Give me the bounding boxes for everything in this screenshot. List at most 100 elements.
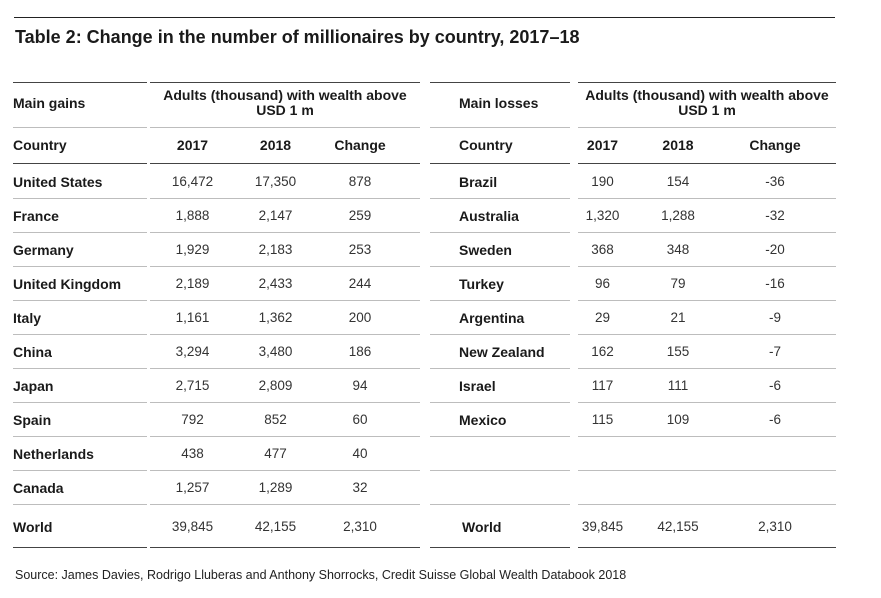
row-divider <box>430 470 570 471</box>
losses-total-value: 2,310 <box>758 519 792 535</box>
gains-row-value: 186 <box>348 344 372 360</box>
gains-row-country: Netherlands <box>13 446 94 462</box>
losses-row-value: 162 <box>591 344 614 360</box>
losses-col-header-2: 2018 <box>662 137 694 153</box>
gains-row-country: United Kingdom <box>13 276 122 292</box>
losses-total-value: 39,845 <box>581 519 624 535</box>
row-divider <box>13 198 147 199</box>
gains-row-value: 244 <box>348 276 372 292</box>
gains-row-value: 3,480 <box>258 344 293 360</box>
gains-col-header-0: Country <box>13 137 67 153</box>
row-divider <box>430 504 570 505</box>
losses-col-header-1: 2017 <box>586 137 619 153</box>
source-note: Source: James Davies, Rodrigo Lluberas a… <box>15 568 627 582</box>
gains-total-value: 42,155 <box>254 519 297 535</box>
gains-total-value: 39,845 <box>171 519 214 535</box>
row-divider <box>150 470 420 471</box>
row-divider <box>13 127 147 128</box>
row-divider <box>430 198 570 199</box>
losses-row-value: 117 <box>591 378 614 394</box>
row-divider <box>578 163 836 164</box>
row-divider <box>150 504 420 505</box>
losses-row-value: 1,288 <box>661 208 695 224</box>
row-divider <box>150 300 420 301</box>
gains-row-country: Spain <box>13 412 52 428</box>
gains-row-value: 438 <box>181 446 204 462</box>
gains-row-value: 2,183 <box>258 242 293 258</box>
losses-row-value: -6 <box>768 378 781 394</box>
losses-row-value: 348 <box>666 242 690 258</box>
row-divider <box>578 300 836 301</box>
row-divider <box>578 470 836 471</box>
gains-row-country: United States <box>13 174 103 190</box>
gains-row-value: 852 <box>264 412 287 428</box>
gains-col-header-2: 2018 <box>259 137 292 153</box>
gains-row-value: 1,289 <box>258 480 293 496</box>
top-rule <box>14 17 835 18</box>
row-divider <box>13 368 147 369</box>
row-divider <box>430 300 570 301</box>
row-divider <box>430 82 570 83</box>
row-divider <box>13 547 147 548</box>
row-divider <box>578 368 836 369</box>
losses-row-value: -7 <box>768 344 781 360</box>
losses-group-header: Adults (thousand) with wealth above USD … <box>585 87 829 118</box>
losses-row-value: 111 <box>667 378 689 394</box>
gains-row-value: 253 <box>348 242 372 258</box>
row-divider <box>578 127 836 128</box>
gains-row-value: 2,809 <box>258 378 293 394</box>
gains-row-value: 94 <box>352 378 368 394</box>
losses-row-value: -20 <box>765 242 785 258</box>
row-divider <box>150 368 420 369</box>
gains-row-value: 1,362 <box>258 310 293 326</box>
losses-row-value: 115 <box>591 412 614 428</box>
losses-row-value: 155 <box>666 344 690 360</box>
row-divider <box>13 334 147 335</box>
gains-row-country: China <box>13 344 52 360</box>
losses-row-value: -9 <box>768 310 781 326</box>
row-divider <box>13 504 147 505</box>
row-divider <box>150 547 420 548</box>
gains-row-value: 2,147 <box>258 208 293 224</box>
gains-row-value: 1,161 <box>175 310 210 326</box>
gains-row-country: Italy <box>13 310 42 326</box>
row-divider <box>150 198 420 199</box>
row-divider <box>578 402 836 403</box>
losses-col-header-3: Change <box>749 137 801 153</box>
gains-row-value: 792 <box>181 412 204 428</box>
losses-row-value: 1,320 <box>585 208 620 224</box>
row-divider <box>430 266 570 267</box>
gains-section-label: Main gains <box>13 95 86 111</box>
row-divider <box>150 436 420 437</box>
gains-row-value: 1,929 <box>175 242 210 258</box>
row-divider <box>578 504 836 505</box>
losses-row-value: -6 <box>768 412 781 428</box>
row-divider <box>578 547 836 548</box>
gains-row-value: 2,433 <box>258 276 293 292</box>
losses-row-value: 368 <box>591 242 614 258</box>
losses-row-value: 79 <box>670 276 686 292</box>
row-divider <box>150 232 420 233</box>
losses-row-country: New Zealand <box>459 344 545 360</box>
losses-row-country: Argentina <box>459 310 525 326</box>
losses-row-country: Australia <box>459 208 519 224</box>
gains-row-value: 17,350 <box>254 174 297 190</box>
losses-total-label: World <box>462 519 502 535</box>
row-divider <box>150 402 420 403</box>
row-divider <box>150 82 420 83</box>
losses-row-value: -32 <box>765 208 785 224</box>
row-divider <box>150 266 420 267</box>
row-divider <box>430 436 570 437</box>
gains-row-value: 1,888 <box>175 208 210 224</box>
gains-row-country: Canada <box>13 480 64 496</box>
losses-row-value: -16 <box>765 276 785 292</box>
gains-row-value: 2,715 <box>175 378 210 394</box>
gains-row-country: France <box>13 208 59 224</box>
gains-row-value: 1,257 <box>175 480 210 496</box>
row-divider <box>13 266 147 267</box>
losses-row-value: 109 <box>666 412 690 428</box>
losses-row-country: Mexico <box>459 412 507 428</box>
row-divider <box>430 368 570 369</box>
gains-row-value: 40 <box>352 446 368 462</box>
